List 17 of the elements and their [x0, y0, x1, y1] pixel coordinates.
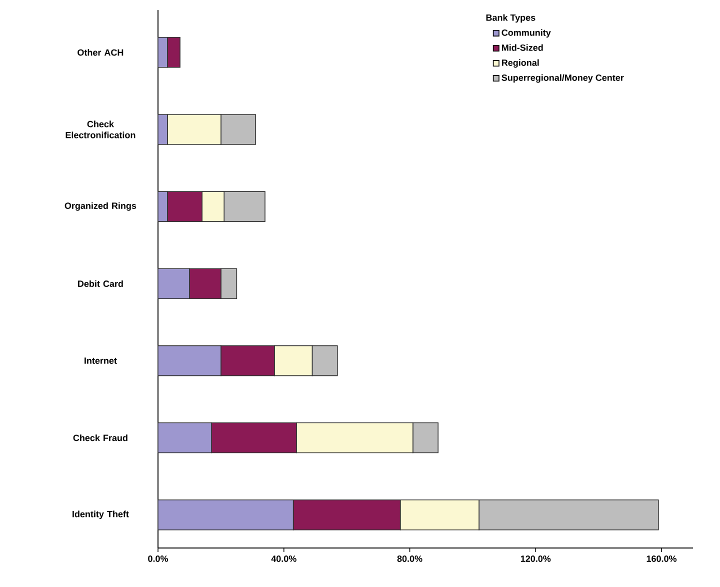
y-tick-label: Debit Card: [78, 280, 123, 287]
y-tick-label: Internet: [84, 358, 117, 364]
x-tick-label: 160.0%: [646, 556, 677, 562]
y-tick-label: Organized Rings: [64, 202, 136, 211]
x-tick-label: 80.0%: [397, 556, 422, 562]
x-tick-label: 120.0%: [520, 556, 551, 562]
legend-label: Regional: [502, 59, 539, 68]
y-tick-label: Identity Theft: [72, 510, 129, 520]
legend-label: Community: [502, 29, 551, 38]
y-tick-label: Check Fraud: [73, 434, 128, 442]
x-tick-label: 0.0%: [148, 556, 168, 562]
y-tick-label: Other ACH: [78, 49, 124, 56]
y-tick-label: Check Electronification: [66, 120, 136, 138]
legend-label: Mid-Sized: [502, 44, 543, 51]
x-tick-label: 40.0%: [271, 556, 296, 562]
legend-label: Superregional/Money Center: [502, 74, 624, 83]
legend-title: Bank Types: [486, 14, 536, 23]
